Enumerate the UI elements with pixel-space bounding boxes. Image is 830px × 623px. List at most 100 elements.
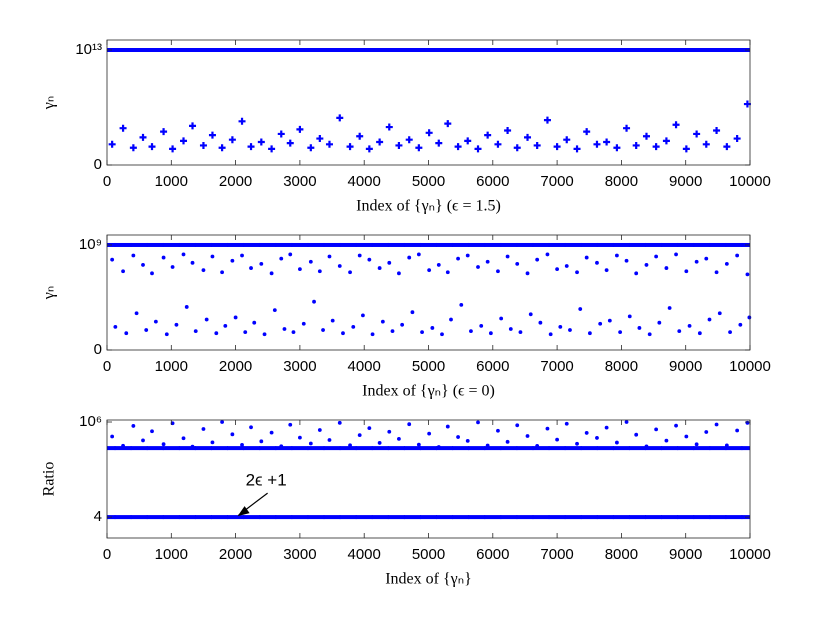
x-tick-label: 6000 bbox=[476, 173, 509, 190]
point bbox=[516, 446, 534, 451]
point bbox=[365, 145, 373, 153]
point bbox=[181, 252, 186, 257]
point bbox=[545, 252, 550, 257]
point bbox=[407, 255, 412, 260]
point bbox=[563, 136, 571, 144]
point bbox=[532, 48, 550, 53]
annotation-arrowhead bbox=[237, 506, 250, 517]
point bbox=[194, 48, 212, 53]
point bbox=[580, 446, 598, 451]
point bbox=[687, 323, 692, 328]
point bbox=[371, 515, 389, 520]
point bbox=[436, 515, 454, 520]
point bbox=[275, 48, 293, 53]
y-tick-label: 0 bbox=[94, 156, 102, 173]
point bbox=[249, 425, 253, 430]
point bbox=[697, 331, 702, 336]
point bbox=[499, 316, 504, 321]
point bbox=[357, 433, 362, 438]
point bbox=[468, 242, 486, 247]
x-tick-label: 10000 bbox=[729, 546, 771, 563]
x-tick-label: 2000 bbox=[219, 546, 252, 563]
point bbox=[259, 515, 277, 520]
point bbox=[568, 328, 572, 332]
point bbox=[677, 329, 682, 333]
point bbox=[110, 434, 115, 439]
point bbox=[380, 319, 385, 324]
point bbox=[395, 141, 403, 149]
point bbox=[612, 242, 630, 247]
point bbox=[713, 127, 721, 135]
point bbox=[564, 48, 582, 53]
point bbox=[535, 444, 540, 448]
point bbox=[553, 143, 561, 151]
plot-area bbox=[107, 40, 750, 165]
point bbox=[114, 242, 132, 247]
point bbox=[637, 326, 642, 330]
point bbox=[269, 430, 274, 435]
point bbox=[674, 252, 678, 257]
point bbox=[725, 242, 743, 247]
point bbox=[108, 140, 116, 148]
point bbox=[330, 318, 335, 323]
point bbox=[301, 321, 306, 326]
point bbox=[113, 324, 118, 329]
point bbox=[484, 242, 502, 247]
point bbox=[387, 48, 405, 53]
point bbox=[162, 515, 180, 520]
point bbox=[474, 145, 482, 153]
point bbox=[454, 143, 462, 151]
point bbox=[436, 445, 441, 449]
point bbox=[243, 48, 261, 53]
point bbox=[252, 320, 257, 325]
point bbox=[403, 515, 421, 520]
point bbox=[296, 125, 304, 133]
point bbox=[456, 256, 460, 261]
x-tick-label: 5000 bbox=[412, 173, 445, 190]
point bbox=[282, 327, 287, 331]
point bbox=[494, 140, 502, 148]
point bbox=[628, 48, 647, 53]
point bbox=[210, 446, 229, 451]
x-tick-label: 1000 bbox=[155, 358, 188, 375]
point bbox=[419, 515, 438, 520]
point bbox=[476, 420, 480, 425]
y-tick-label: 4 bbox=[94, 508, 102, 525]
x-tick-label: 5000 bbox=[412, 546, 445, 563]
point bbox=[419, 48, 438, 53]
point bbox=[169, 145, 177, 153]
point bbox=[146, 446, 164, 451]
point bbox=[515, 423, 520, 428]
plot-area bbox=[107, 235, 750, 350]
point bbox=[415, 144, 423, 152]
point bbox=[584, 431, 589, 435]
x-tick-label: 2000 bbox=[219, 358, 252, 375]
point bbox=[337, 420, 342, 425]
point bbox=[465, 253, 470, 258]
point bbox=[114, 48, 132, 53]
point bbox=[190, 260, 195, 265]
point bbox=[508, 327, 513, 331]
point bbox=[356, 132, 364, 140]
x-tick-label: 8000 bbox=[605, 358, 638, 375]
point bbox=[459, 302, 464, 307]
point bbox=[162, 48, 180, 53]
point bbox=[307, 144, 315, 152]
point bbox=[307, 446, 325, 451]
point bbox=[227, 48, 245, 53]
point bbox=[479, 323, 484, 328]
point bbox=[257, 138, 265, 146]
point bbox=[694, 442, 699, 447]
point bbox=[355, 48, 373, 53]
point bbox=[644, 263, 649, 267]
point bbox=[194, 242, 212, 247]
point bbox=[131, 424, 136, 428]
point bbox=[596, 515, 614, 520]
point bbox=[317, 269, 322, 274]
point bbox=[593, 140, 601, 148]
point bbox=[693, 48, 711, 53]
point bbox=[735, 428, 740, 433]
point bbox=[119, 124, 127, 132]
point bbox=[230, 258, 235, 263]
point bbox=[575, 441, 579, 446]
